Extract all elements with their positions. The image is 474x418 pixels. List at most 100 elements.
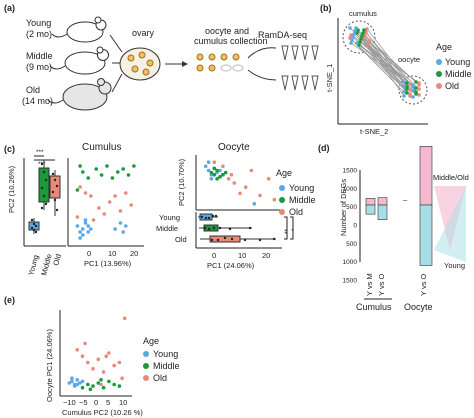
point-middle xyxy=(94,167,98,171)
point-young xyxy=(75,382,79,387)
collection-label-1: oocyte and xyxy=(205,26,249,36)
tsne-point-old xyxy=(417,93,421,97)
box-point xyxy=(44,178,48,182)
cumulus-title: Cumulus xyxy=(82,142,121,153)
point-old xyxy=(243,185,248,189)
scatter-e-ylabel: Oocyte PC1 (24.06%) xyxy=(45,329,54,402)
hbox-point xyxy=(207,216,211,220)
arrows-to-tubes xyxy=(247,47,277,81)
oocyte-xtick-0: 0 xyxy=(212,251,216,260)
mouse-young-name: Young xyxy=(26,18,51,28)
deg-ylabel: Number of DEGs xyxy=(339,179,348,236)
tsne-point-old xyxy=(366,42,370,46)
point-old xyxy=(118,209,123,213)
hbox-point xyxy=(211,214,215,218)
oocyte-xtick-2: 20 xyxy=(262,251,270,260)
deg-young: Young xyxy=(444,261,465,270)
point-young xyxy=(113,227,117,231)
point-middle xyxy=(96,381,101,385)
legend-e-middle: Middle xyxy=(153,361,180,371)
tsne-point-middle xyxy=(361,31,365,35)
point-young xyxy=(203,164,208,169)
point-young xyxy=(78,381,82,385)
point-middle xyxy=(86,176,90,180)
point-old xyxy=(80,354,85,359)
deg-ytick: 500 xyxy=(346,204,357,211)
point-old xyxy=(83,191,88,195)
point-middle xyxy=(101,385,106,390)
panel-a-label: (a) xyxy=(4,3,15,13)
point-old xyxy=(96,357,101,362)
hbox-sig-2: * xyxy=(291,228,298,231)
tsne-point-young xyxy=(354,26,358,30)
point-young xyxy=(206,168,211,173)
deg-bar-down xyxy=(365,204,376,215)
point-old xyxy=(107,351,111,355)
e-xtick-1: −5 xyxy=(79,398,88,407)
hbox-point xyxy=(223,236,227,240)
e-xtick-3: 5 xyxy=(106,398,110,407)
tsne-point-middle xyxy=(414,80,418,84)
boxplot-middle xyxy=(38,160,50,210)
boxplot-ylabel: PC2 (10.26%) xyxy=(7,165,16,213)
legend-middle-swatch xyxy=(436,71,442,77)
point-young xyxy=(83,221,88,225)
point-middle xyxy=(223,170,228,175)
mouse-middle-icon xyxy=(49,46,109,75)
tsne-point-young xyxy=(353,29,357,33)
oocyte-xtick-1: 10 xyxy=(238,251,246,260)
point-old xyxy=(249,168,254,173)
point-old xyxy=(229,172,234,177)
point-middle xyxy=(218,175,222,179)
legend-c-middle: Middle xyxy=(289,195,316,205)
cumulus-cluster-label: cumulus xyxy=(349,9,377,18)
point-young xyxy=(218,168,222,173)
point-young xyxy=(78,230,82,234)
point-old xyxy=(221,164,225,169)
box-point xyxy=(51,172,55,176)
legend-c-young-swatch xyxy=(279,185,285,191)
deg-ytick: 1000 xyxy=(343,259,358,266)
hbox-point xyxy=(204,216,208,220)
point-old xyxy=(232,181,237,185)
panel-b-legend-title: Age xyxy=(436,42,452,52)
point-young xyxy=(78,236,82,240)
point-old xyxy=(102,212,107,216)
legend-e-young-swatch xyxy=(143,351,149,357)
oocytes-icon xyxy=(196,53,244,72)
point-old xyxy=(91,367,95,371)
tsne-point-middle xyxy=(414,86,418,90)
point-middle xyxy=(91,384,95,388)
hbox-point xyxy=(228,227,232,231)
tsne-point-middle xyxy=(414,90,418,94)
mouse-old-name: Old xyxy=(26,85,40,95)
point-young xyxy=(89,227,93,231)
point-old xyxy=(99,382,103,387)
box-point xyxy=(32,222,36,226)
tsne-point-middle xyxy=(405,91,409,95)
point-middle xyxy=(209,170,214,175)
legend-young-label: Young xyxy=(445,57,470,67)
point-old xyxy=(226,177,231,181)
tsne-point-old xyxy=(348,36,352,40)
point-middle xyxy=(121,167,125,171)
hbox-young-label: Young xyxy=(159,213,180,222)
point-old xyxy=(122,316,127,321)
point-old xyxy=(101,370,106,374)
point-old xyxy=(272,197,277,202)
tsne-point-middle xyxy=(359,37,363,41)
point-middle xyxy=(112,382,116,387)
point-middle xyxy=(80,385,85,390)
tsne-point-middle xyxy=(360,34,364,38)
cumulus-xlabel: PC1 (13.96%) xyxy=(84,259,132,268)
point-old xyxy=(91,218,96,222)
tsne-point-middle xyxy=(362,28,366,32)
hbox-point xyxy=(200,215,204,219)
point-old xyxy=(83,341,87,346)
boxplot-points xyxy=(30,162,59,234)
box-point xyxy=(51,190,55,194)
tsne-link xyxy=(350,34,420,84)
legend-old-label: Old xyxy=(445,81,459,91)
tsne-link xyxy=(356,42,414,86)
deg-middle-old: Middle/Old xyxy=(433,173,469,182)
